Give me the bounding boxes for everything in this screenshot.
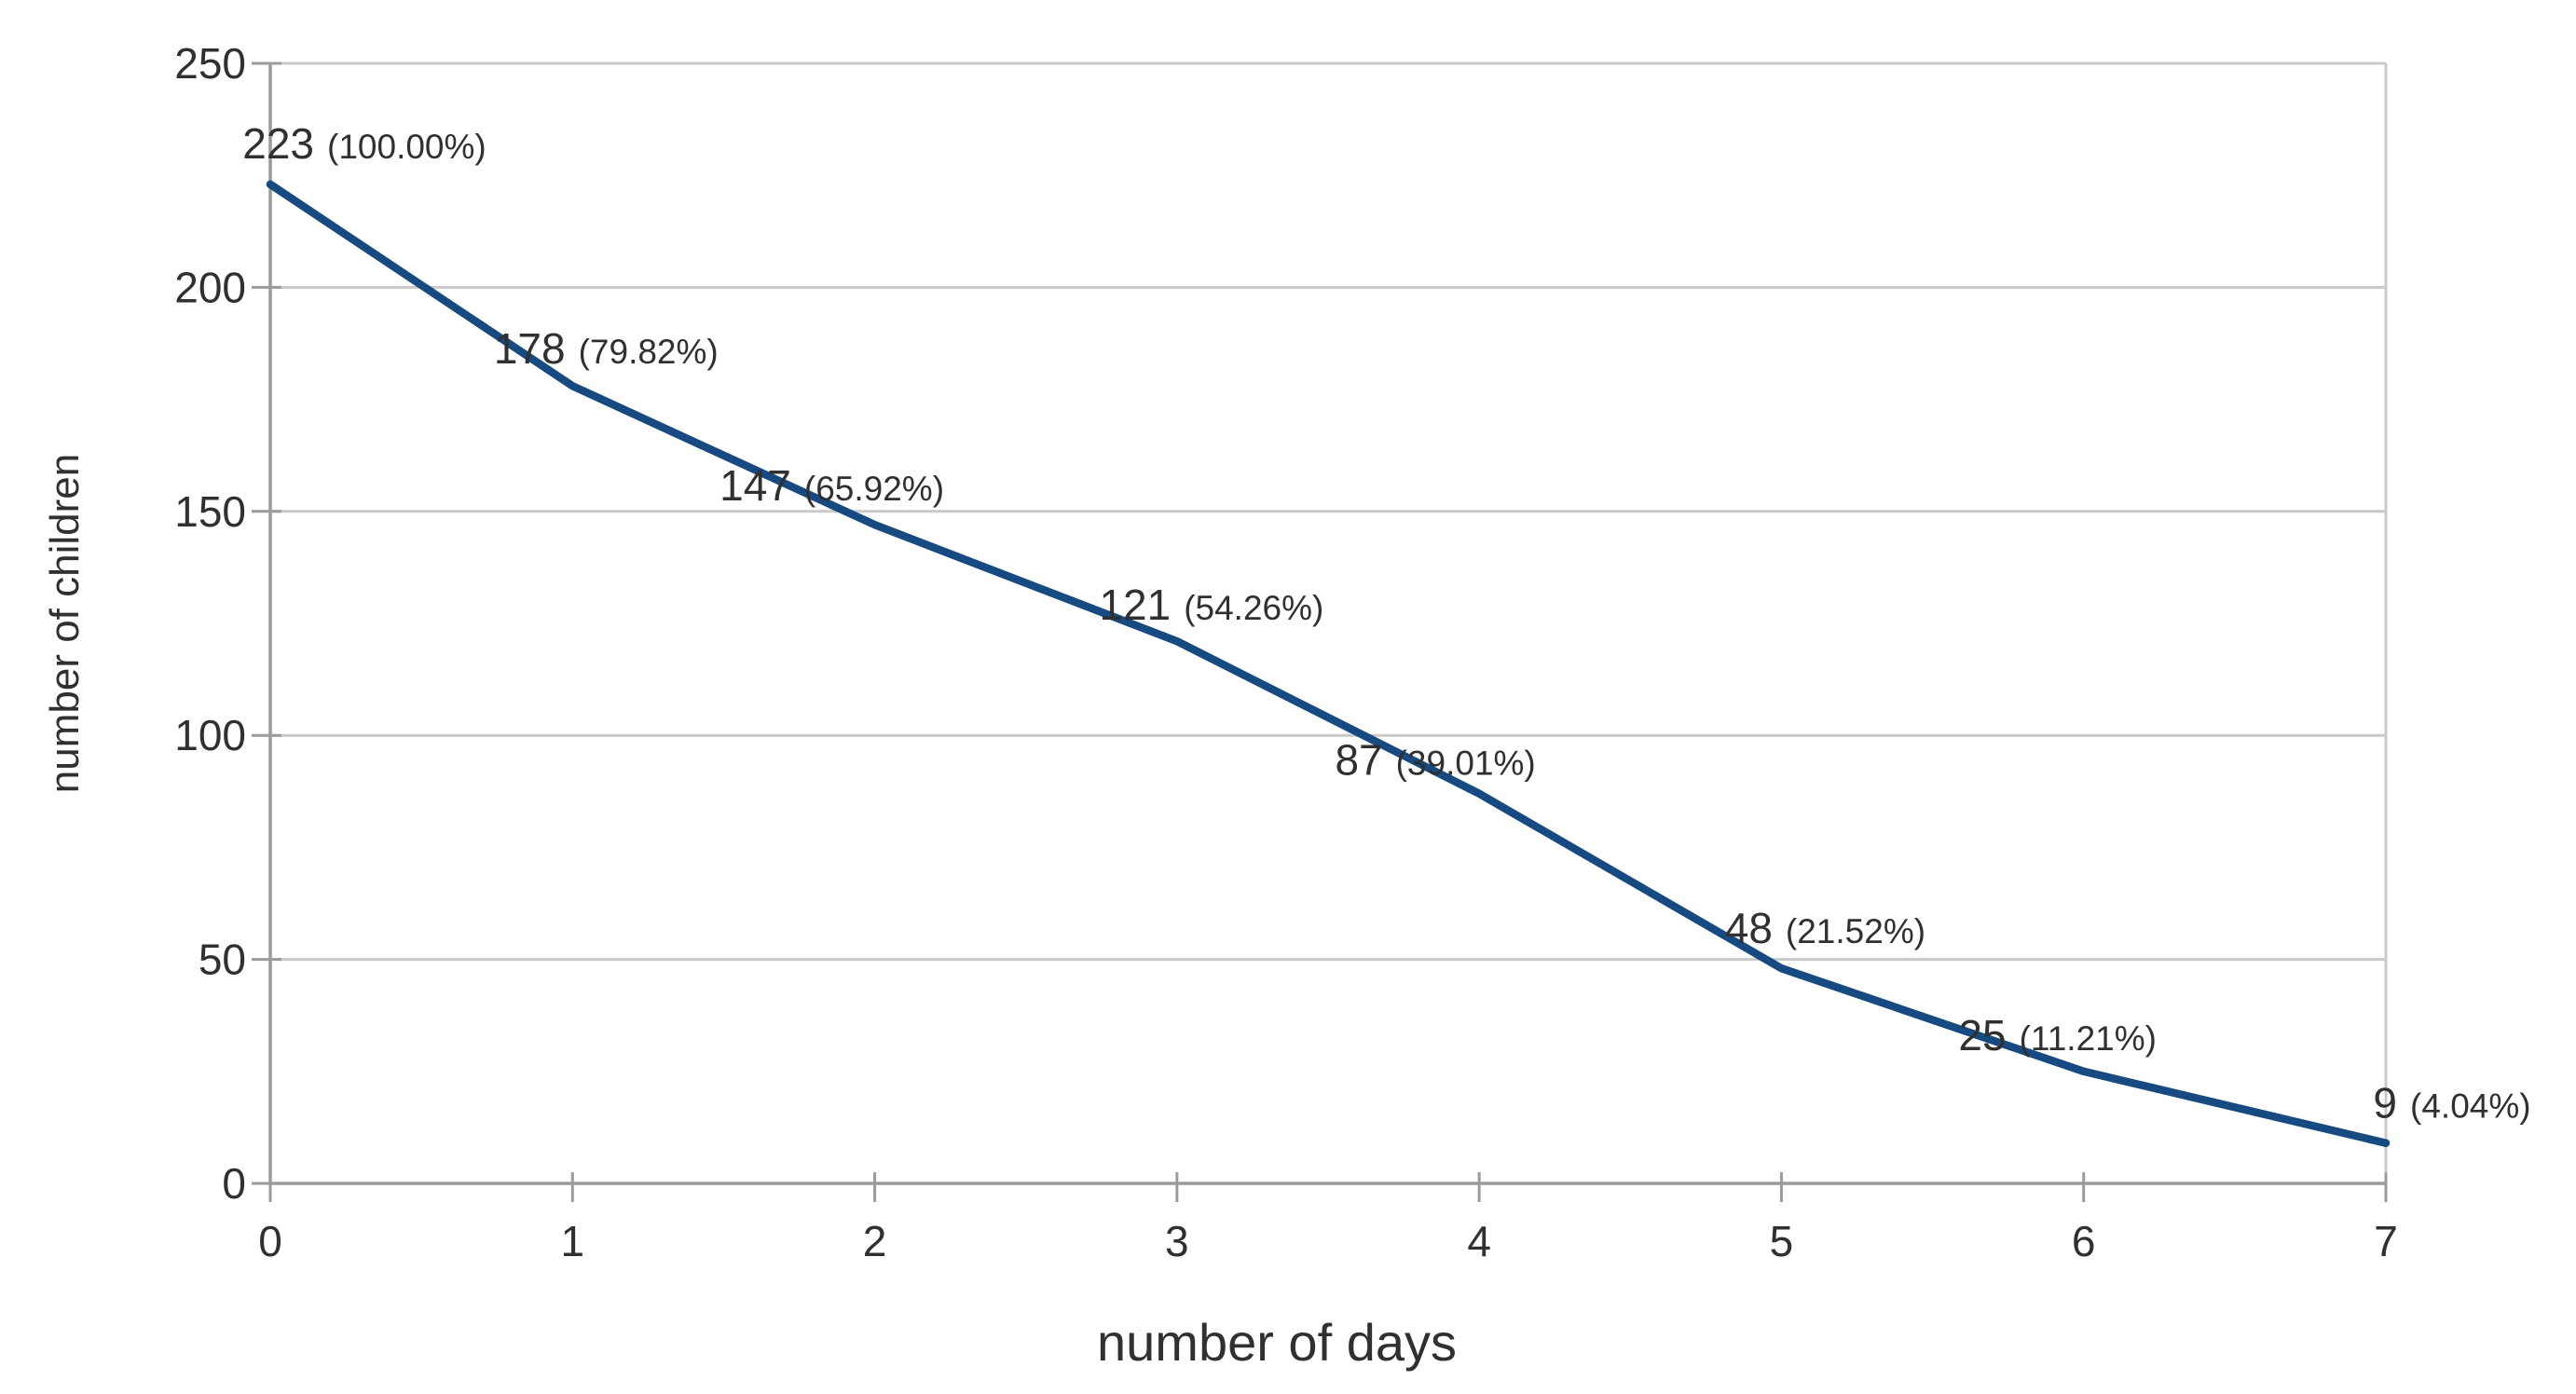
data-label-percent: (11.21%) — [2020, 1019, 2157, 1058]
data-point-label: 25 (11.21%) — [1958, 1011, 2157, 1059]
data-label-value: 9 — [2373, 1079, 2397, 1128]
data-point-label: 48 (21.52%) — [1725, 904, 1925, 952]
data-label-percent: (21.52%) — [1786, 912, 1925, 950]
y-tick-label: 0 — [222, 1159, 246, 1208]
data-point-label: 223 (100.00%) — [242, 119, 486, 168]
plot-layer: 0 50 100 150 200 250 0 1 2 3 4 5 6 7 223 (100.00%) 178 (7… — [174, 39, 2530, 1265]
data-label-percent: (39.01%) — [1396, 745, 1536, 783]
data-label-value: 147 — [719, 461, 791, 510]
y-tick-label: 250 — [174, 39, 246, 88]
x-tick-label: 6 — [2072, 1217, 2096, 1265]
data-point-label: 147 (65.92%) — [719, 461, 944, 510]
data-label-value: 121 — [1099, 581, 1171, 629]
data-label-value: 87 — [1335, 736, 1382, 785]
x-tick-label: 1 — [560, 1217, 584, 1265]
data-point-label: 87 (39.01%) — [1335, 736, 1535, 785]
y-tick-label: 50 — [199, 936, 246, 984]
x-axis-title: number of days — [1097, 1313, 1457, 1372]
data-label-percent: (79.82%) — [579, 333, 719, 371]
y-tick-label: 150 — [174, 487, 246, 536]
y-axis-title: number of children — [42, 454, 88, 793]
data-label-value: 223 — [242, 119, 314, 168]
x-tick-label: 7 — [2374, 1217, 2398, 1265]
x-tick-label: 0 — [258, 1217, 282, 1265]
y-tick-label: 200 — [174, 263, 246, 311]
data-label-value: 25 — [1958, 1011, 2006, 1059]
y-tick-label: 100 — [174, 711, 246, 759]
data-point-label: 9 (4.04%) — [2373, 1079, 2530, 1128]
data-label-percent: (65.92%) — [804, 470, 944, 508]
data-label-value: 48 — [1725, 904, 1773, 952]
data-label-value: 178 — [494, 324, 566, 373]
x-tick-label: 4 — [1467, 1217, 1491, 1265]
data-label-percent: (100.00%) — [327, 128, 486, 166]
data-label-percent: (4.04%) — [2410, 1087, 2531, 1126]
data-point-label: 178 (79.82%) — [494, 324, 719, 373]
data-label-percent: (54.26%) — [1184, 589, 1323, 627]
x-tick-label: 5 — [1770, 1217, 1794, 1265]
data-point-label: 121 (54.26%) — [1099, 581, 1323, 629]
x-tick-label: 3 — [1165, 1217, 1189, 1265]
series-line — [266, 180, 2391, 1147]
x-tick-label: 2 — [863, 1217, 887, 1265]
